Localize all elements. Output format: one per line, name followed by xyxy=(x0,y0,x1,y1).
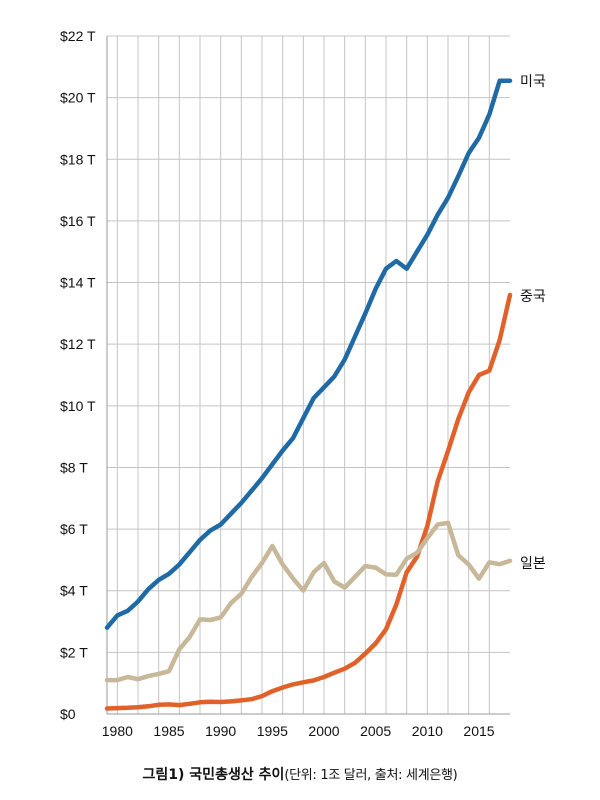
x-tick-label: 2000 xyxy=(308,723,339,739)
series-line xyxy=(104,78,513,630)
x-tick-label: 2010 xyxy=(412,723,443,739)
chart-caption: 그림1) 국민총생산 추이(단위: 1조 달러, 출처: 세계은행) xyxy=(0,764,600,784)
series-line xyxy=(104,520,513,683)
gdp-line-chart: $0 $2 T $4 T $6 T $8 T $10 T $12 T $14 T $16 T $1… xyxy=(60,28,546,739)
x-tick-label: 1985 xyxy=(153,723,184,739)
y-tick-label: $12 T xyxy=(60,336,96,352)
series-label: 중국 xyxy=(520,289,546,305)
caption-title: 그림1) 국민총생산 추이 xyxy=(142,767,285,783)
series-label: 미국 xyxy=(520,74,546,90)
y-tick-label: $14 T xyxy=(60,275,96,291)
x-tick-label: 2005 xyxy=(360,723,391,739)
x-tick-label: 2015 xyxy=(463,723,494,739)
y-tick-label: $6 T xyxy=(60,521,88,537)
series-label: 일본 xyxy=(520,556,546,572)
x-tick-label: 1980 xyxy=(102,723,133,739)
y-tick-label: $8 T xyxy=(60,459,88,475)
y-axis-tick-labels: $0 $2 T $4 T $6 T $8 T $10 T $12 T $14 T $16 T $1… xyxy=(60,28,96,722)
x-axis-tick-labels: 1980 1985 1990 1995 2000 2005 2010 2015 xyxy=(102,723,495,739)
y-tick-label: $0 xyxy=(60,706,76,722)
y-tick-label: $20 T xyxy=(60,90,96,106)
y-tick-label: $16 T xyxy=(60,213,96,229)
y-tick-label: $10 T xyxy=(60,398,96,414)
y-tick-label: $18 T xyxy=(60,151,96,167)
y-tick-label: $22 T xyxy=(60,28,96,44)
series-lines xyxy=(104,78,513,711)
grid-lines xyxy=(106,35,510,715)
y-tick-label: $2 T xyxy=(60,644,88,660)
caption-note: (단위: 1조 달러, 출처: 세계은행) xyxy=(284,768,458,783)
series-line xyxy=(104,292,513,711)
x-tick-label: 1990 xyxy=(205,723,236,739)
y-tick-label: $4 T xyxy=(60,583,88,599)
x-tick-label: 1995 xyxy=(257,723,288,739)
